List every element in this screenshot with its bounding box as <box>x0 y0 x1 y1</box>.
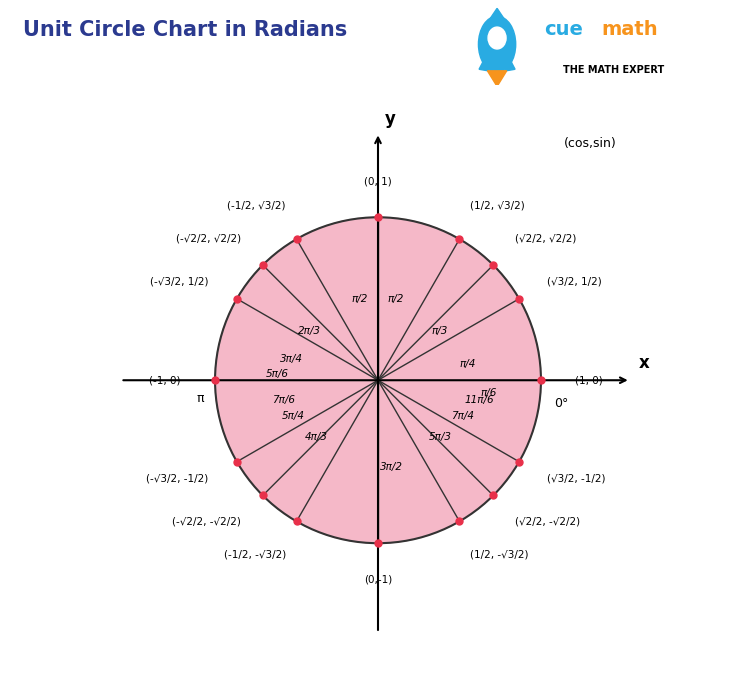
Ellipse shape <box>479 16 516 73</box>
Text: (1, 0): (1, 0) <box>575 375 603 385</box>
Text: 0°: 0° <box>554 397 569 409</box>
Text: π/6: π/6 <box>481 388 497 399</box>
Text: π/2: π/2 <box>352 294 368 304</box>
Polygon shape <box>488 71 507 86</box>
Text: Unit Circle Chart in Radians: Unit Circle Chart in Radians <box>23 20 347 40</box>
Text: math: math <box>601 20 658 39</box>
Text: cue: cue <box>544 20 583 39</box>
Text: (-√3/2, 1/2): (-√3/2, 1/2) <box>150 276 209 287</box>
Text: 3π/2: 3π/2 <box>380 462 402 472</box>
Text: 2π/3: 2π/3 <box>298 327 321 336</box>
Text: 4π/3: 4π/3 <box>305 433 327 442</box>
Text: (-1/2, √3/2): (-1/2, √3/2) <box>228 201 286 211</box>
Circle shape <box>488 27 506 49</box>
Text: π/4: π/4 <box>460 359 476 369</box>
Polygon shape <box>479 52 488 71</box>
Polygon shape <box>506 52 515 71</box>
Text: (√2/2, √2/2): (√2/2, √2/2) <box>515 234 576 244</box>
Text: 11π/6: 11π/6 <box>464 394 494 405</box>
Text: (-√2/2, -√2/2): (-√2/2, -√2/2) <box>172 517 241 527</box>
Text: 5π/4: 5π/4 <box>282 411 305 421</box>
Text: (-1/2, -√3/2): (-1/2, -√3/2) <box>224 549 286 559</box>
Text: x: x <box>639 354 649 372</box>
Text: 7π/6: 7π/6 <box>272 394 295 405</box>
Text: 5π/3: 5π/3 <box>429 433 451 442</box>
Text: 3π/4: 3π/4 <box>280 354 303 364</box>
Text: (cos,sin): (cos,sin) <box>563 137 616 151</box>
Text: (√3/2, -1/2): (√3/2, -1/2) <box>547 474 606 484</box>
Text: (-√2/2, √2/2): (-√2/2, √2/2) <box>176 234 241 244</box>
Text: (√2/2, -√2/2): (√2/2, -√2/2) <box>515 517 580 527</box>
Text: (0,-1): (0,-1) <box>364 574 392 584</box>
Text: (0, 1): (0, 1) <box>364 177 392 186</box>
Circle shape <box>215 217 541 543</box>
Text: THE MATH EXPERT: THE MATH EXPERT <box>563 65 665 75</box>
Text: 5π/6: 5π/6 <box>265 369 289 379</box>
Text: π: π <box>196 392 203 405</box>
Polygon shape <box>482 8 512 31</box>
Text: (1/2, √3/2): (1/2, √3/2) <box>470 201 525 211</box>
Text: 7π/4: 7π/4 <box>451 411 474 421</box>
Text: π/2: π/2 <box>388 294 404 304</box>
Text: (-√3/2, -1/2): (-√3/2, -1/2) <box>147 474 209 484</box>
Text: (-1, 0): (-1, 0) <box>150 375 181 385</box>
Text: π/3: π/3 <box>432 327 448 336</box>
Text: (√3/2, 1/2): (√3/2, 1/2) <box>547 276 602 287</box>
Text: (1/2, -√3/2): (1/2, -√3/2) <box>470 549 528 559</box>
Text: y: y <box>385 109 395 128</box>
